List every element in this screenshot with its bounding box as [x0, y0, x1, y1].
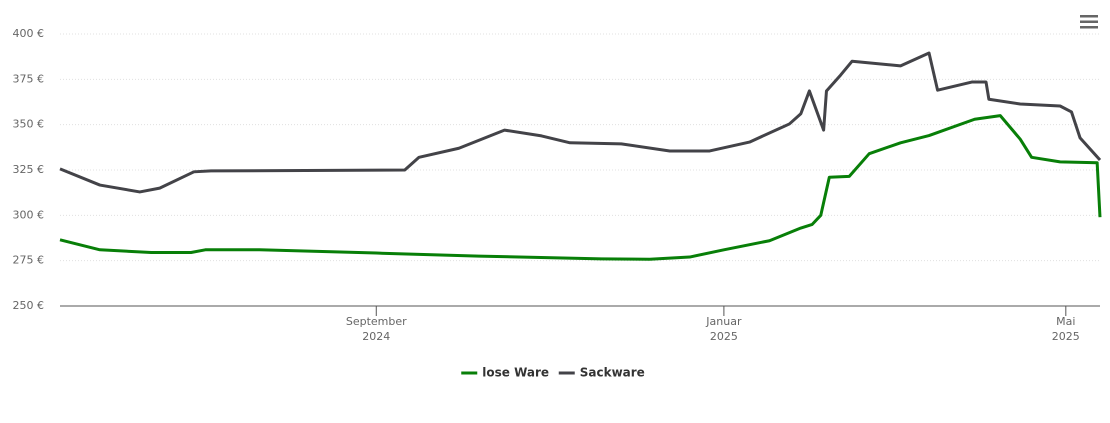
y-tick-label: 325 € — [13, 163, 45, 176]
y-tick-label: 300 € — [13, 208, 45, 221]
menu-bar — [1080, 26, 1098, 29]
menu-button[interactable] — [1080, 15, 1098, 29]
series-line — [59, 114, 1102, 261]
legend-label: Sackware — [580, 366, 645, 380]
y-tick-label: 400 € — [13, 27, 45, 40]
x-tick-label: Mai 2025 — [1052, 315, 1080, 343]
menu-bar — [1080, 15, 1098, 18]
legend-item[interactable]: Sackware — [558, 366, 645, 380]
legend: lose Ware Sackware — [461, 366, 645, 380]
legend-label: lose Ware — [482, 366, 549, 380]
x-tick-label: September 2024 — [346, 315, 407, 343]
y-tick-label: 350 € — [13, 118, 45, 131]
series-line — [59, 51, 1102, 194]
menu-bar — [1080, 20, 1098, 23]
y-tick-label: 250 € — [13, 299, 45, 312]
y-tick-label: 375 € — [13, 72, 45, 85]
legend-item[interactable]: lose Ware — [461, 366, 549, 380]
y-tick-label: 275 € — [13, 254, 45, 267]
x-tick-label: Januar 2025 — [705, 315, 742, 343]
